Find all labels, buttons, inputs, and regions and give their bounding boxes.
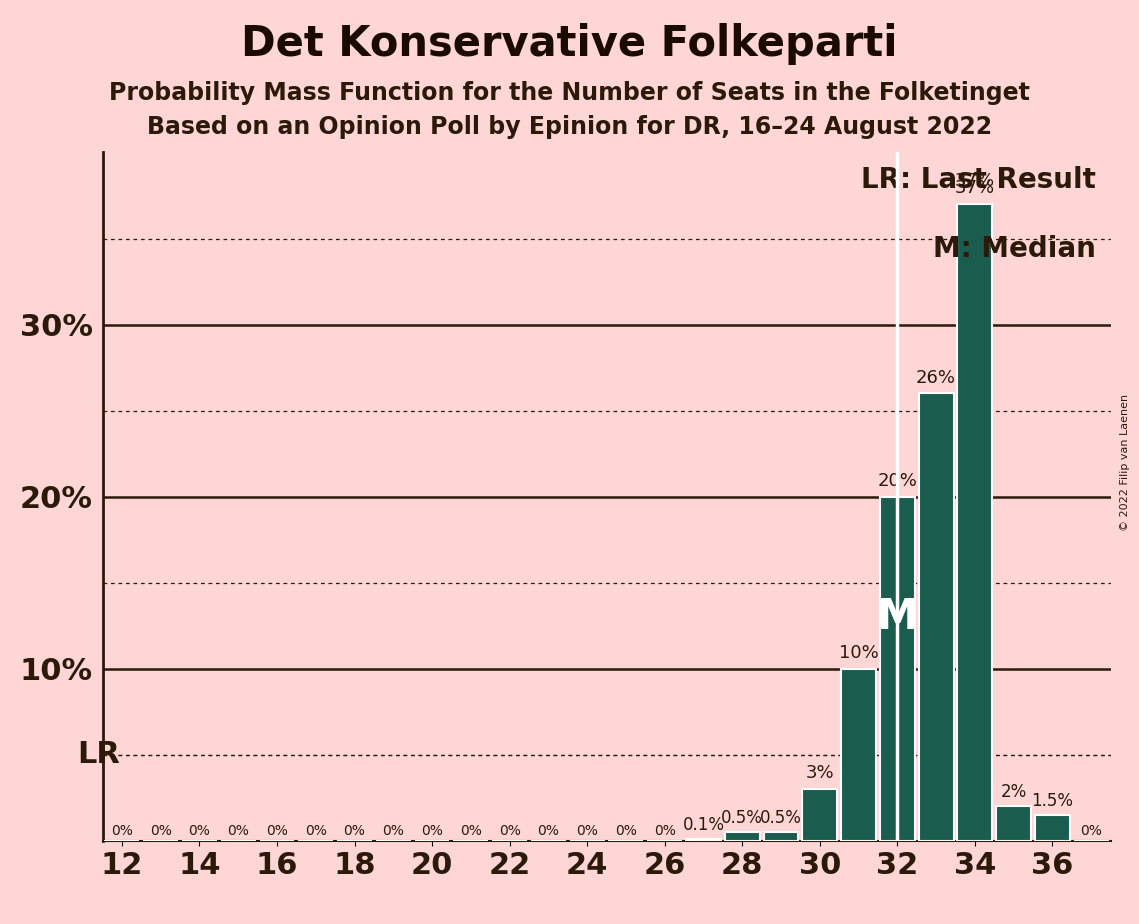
Text: LR: LR xyxy=(77,740,120,770)
Text: 20%: 20% xyxy=(877,472,917,490)
Text: 0%: 0% xyxy=(615,824,637,838)
Text: 1.5%: 1.5% xyxy=(1032,792,1073,809)
Bar xyxy=(802,789,837,841)
Text: 2%: 2% xyxy=(1000,784,1026,801)
Bar xyxy=(879,497,915,841)
Bar xyxy=(763,833,798,841)
Text: 0%: 0% xyxy=(1080,824,1103,838)
Text: 0%: 0% xyxy=(110,824,133,838)
Text: © 2022 Filip van Laenen: © 2022 Filip van Laenen xyxy=(1121,394,1130,530)
Text: 37%: 37% xyxy=(954,172,994,190)
Text: Probability Mass Function for the Number of Seats in the Folketinget: Probability Mass Function for the Number… xyxy=(109,81,1030,105)
Text: 0.5%: 0.5% xyxy=(760,809,802,827)
Text: Det Konservative Folkeparti: Det Konservative Folkeparti xyxy=(241,23,898,65)
Text: 3%: 3% xyxy=(805,764,834,783)
Text: 0%: 0% xyxy=(460,824,482,838)
Text: 0%: 0% xyxy=(654,824,675,838)
Bar xyxy=(997,807,1031,841)
Text: 0.5%: 0.5% xyxy=(721,809,763,827)
Text: 37%: 37% xyxy=(954,179,994,197)
Text: 0%: 0% xyxy=(576,824,598,838)
Bar xyxy=(1035,815,1070,841)
Text: 0%: 0% xyxy=(267,824,288,838)
Bar xyxy=(919,394,953,841)
Text: M: M xyxy=(877,596,918,638)
Text: Based on an Opinion Poll by Epinion for DR, 16–24 August 2022: Based on an Opinion Poll by Epinion for … xyxy=(147,115,992,139)
Bar xyxy=(724,833,760,841)
Text: LR: Last Result: LR: Last Result xyxy=(861,166,1096,194)
Text: 0%: 0% xyxy=(305,824,327,838)
Text: 0%: 0% xyxy=(344,824,366,838)
Text: M: Median: M: Median xyxy=(933,235,1096,263)
Bar xyxy=(841,669,876,841)
Text: 0.1%: 0.1% xyxy=(682,816,724,834)
Text: 0%: 0% xyxy=(228,824,249,838)
Bar xyxy=(958,204,992,841)
Text: 0%: 0% xyxy=(499,824,521,838)
Text: 0%: 0% xyxy=(421,824,443,838)
Bar xyxy=(686,839,721,841)
Text: 0%: 0% xyxy=(188,824,211,838)
Text: 26%: 26% xyxy=(916,369,956,386)
Text: 0%: 0% xyxy=(149,824,172,838)
Text: 10%: 10% xyxy=(838,644,878,662)
Text: 0%: 0% xyxy=(383,824,404,838)
Text: 0%: 0% xyxy=(538,824,559,838)
